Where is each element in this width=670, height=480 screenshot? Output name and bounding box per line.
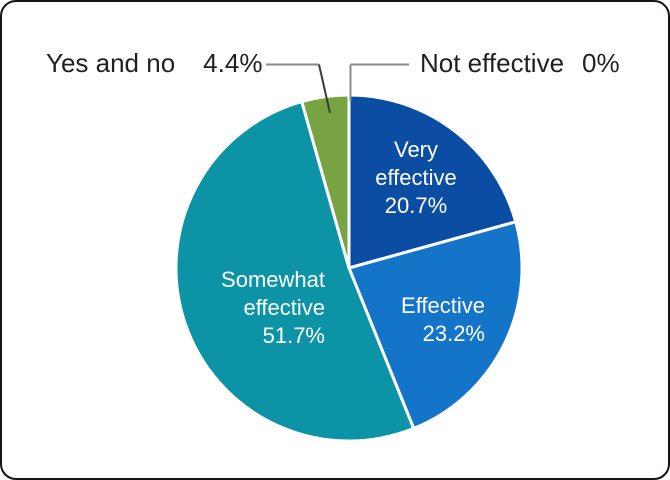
leader-line-yes-and-no-diagonal [318, 64, 331, 114]
callout-not-effective: Not effective 0% [420, 48, 620, 78]
pie-slice-very-effective [347, 93, 518, 270]
pie-slices [174, 93, 524, 443]
leader-lines [266, 63, 409, 114]
slice-label-somewhat-effective-value: 51.7% [262, 323, 325, 348]
pie-slice-effective [347, 220, 524, 430]
slice-label-effective-value: 23.2% [422, 321, 485, 346]
callout-not-effective-value: 0% [582, 48, 620, 78]
slice-label-very-effective-value: 20.7% [384, 193, 448, 218]
callout-not-effective-label: Not effective [420, 48, 565, 78]
callout-yes-and-no: Yes and no 4.4% [46, 48, 262, 78]
slice-label-somewhat-effective: Somewhat effective 51.7% [185, 266, 325, 350]
slice-label-effective: Effective 23.2% [385, 292, 485, 348]
callout-yes-and-no-label: Yes and no [46, 48, 176, 78]
slice-label-somewhat-effective-text: Somewhat effective [221, 267, 325, 320]
pie-slice-yes-and-no [300, 93, 351, 270]
slice-label-very-effective: Very effective 20.7% [364, 136, 468, 220]
slice-label-effective-text: Effective [401, 293, 485, 318]
pie-slice-somewhat-effective [174, 100, 416, 443]
callout-yes-and-no-value: 4.4% [203, 48, 263, 78]
slice-label-very-effective-text: Very effective [375, 137, 457, 190]
